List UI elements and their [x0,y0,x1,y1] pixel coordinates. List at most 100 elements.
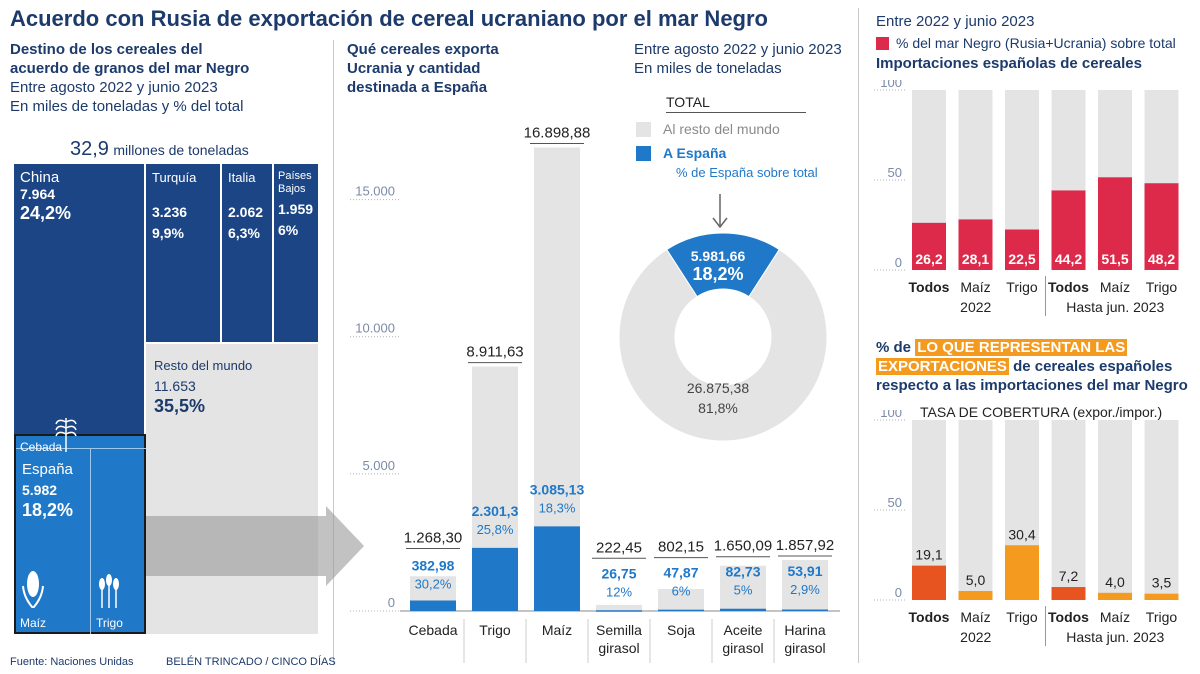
total-value-label: 1.650,09 [714,538,772,555]
spain-pct-label: 5% [734,583,753,598]
wheat-icon [55,418,77,452]
y-tick-label: 50 [888,495,902,510]
category-label: Harina [784,622,825,638]
group-label: 2022 [960,629,991,645]
category-label: Soja [667,622,695,638]
coverage-heading: % de LO QUE REPRESENTAN LAS EXPORTACIONE… [876,339,1188,394]
category-label: Trigo [1146,609,1178,625]
y-tick-label: 100 [880,410,902,420]
bar-total [720,565,766,611]
bar-value [1144,593,1179,600]
bar-total [596,604,642,611]
bar-background [1051,420,1086,600]
maiz-label: Maíz [20,616,47,630]
coverage-bar-chart: 0 50 100 19,1 Todos 5,0 Maíz 30,4 Trigo 7,2 Todos 4… [874,410,1179,646]
bar-total [658,588,704,611]
bar-spain [410,600,456,611]
page-title: Acuerdo con Rusia de exportación de cere… [10,6,768,31]
imports-bar-chart: 0 50 100 26,2 Todos 28,1 Maíz 22,5 Trigo 44,2 Todo… [874,80,1179,316]
spain-pct-label: 30,2% [415,576,452,591]
y-tick-label: 15.000 [355,184,395,199]
bar-value [912,565,946,600]
total-value-label: 222,45 [596,539,642,556]
bar-background [1144,420,1179,600]
bar-value [1098,592,1132,600]
spain-pct-label: 2,9% [790,582,820,597]
treemap-cell-china: China 7.964 24,2% [14,164,144,434]
wheat-icon [99,574,119,608]
trigo-label: Trigo [96,616,123,630]
separator [333,40,334,665]
category-label: girasol [598,640,639,656]
bar-value [1005,229,1039,270]
imports-legend: % del mar Negro (Rusia+Ucrania) sobre to… [876,35,1196,51]
category-label: Trigo [1146,279,1178,295]
category-label: Todos [1048,609,1089,625]
treemap-cell-resto: Resto del mundo 11.653 35,5% [146,344,318,634]
donut-heading: Entre agosto 2022 y junio 2023 En miles … [634,41,842,77]
spain-pct-label: 12% [606,584,632,599]
category-label: Semilla [596,622,642,638]
treemap-heading: Destino de los cereales del acuerdo de g… [10,41,250,115]
spain-pct-label: 25,8% [477,522,514,537]
footer-source: Fuente: Naciones Unidas [10,656,134,668]
bar-spain [596,610,642,612]
bar-spain [658,609,704,612]
footer-credit: BELÉN TRINCADO / CINCO DÍAS [166,656,336,668]
spain-value-label: 47,87 [663,565,698,581]
bar-value [1144,183,1179,270]
bar-total [782,560,828,611]
category-label: Maíz [542,622,572,638]
category-label: Maíz [960,279,990,295]
spain-value-label: 3.085,13 [530,481,585,497]
category-label: Aceite [724,622,763,638]
y-tick-label: 0 [895,585,902,600]
category-label: girasol [722,640,763,656]
bar-value-label: 5,0 [966,572,986,588]
category-label: girasol [784,640,825,656]
corn-icon [22,571,44,608]
total-unit: millones de toneladas [113,142,249,158]
spain-value-label: 382,98 [412,557,455,573]
coverage-subtitle: TASA DE COBERTURA (expor./impor.) [920,404,1163,420]
category-label: Todos [909,279,950,295]
donut-legend: TOTAL Al resto del mundo A España % de E… [636,94,851,180]
bar-value-label: 44,2 [1055,251,1082,267]
bar-value-label: 22,5 [1008,251,1035,267]
y-tick-label: 50 [888,165,902,180]
y-tick-label: 0 [895,255,902,270]
total-value-label: 1.268,30 [404,529,462,546]
treemap-cell-italia: Italia 2.062 6,3% [222,164,272,342]
total-value: 32,9 [70,138,109,160]
bar-spain [782,609,828,612]
category-label: Trigo [1006,609,1038,625]
group-label: Hasta jun. 2023 [1066,299,1164,315]
donut-rest-value: 26.875,38 [686,380,750,396]
total-value-label: 1.857,92 [776,537,834,554]
bar-value-label: 19,1 [915,547,942,563]
bar-value [958,591,993,600]
spain-value-label: 2.301,3 [472,503,519,519]
donut-rest-pct: 81,8% [698,400,738,416]
bar-value-label: 3,5 [1152,575,1172,591]
y-tick-label: 5.000 [362,458,395,473]
imports-heading: Entre 2022 y junio 2023 % del mar Negro … [876,12,1196,73]
cebada-divider [16,448,144,449]
arrow-icon [146,506,364,586]
group-label: Hasta jun. 2023 [1066,629,1164,645]
category-label: Cebada [408,622,457,638]
bar-value [1098,177,1132,270]
bar-value-label: 7,2 [1059,568,1079,584]
bar-spain [720,608,766,611]
y-tick-label: 0 [388,595,395,610]
bar-value-label: 26,2 [915,251,942,267]
spain-value-label: 82,73 [725,564,760,580]
export-bar-chart: 0 5.000 10.000 15.000 1.268,30 382,98 30,2% Ceb… [350,124,840,663]
legend-title: TOTAL [666,94,806,113]
donut-spain-pct: 18,2% [692,264,744,284]
spain-pct-label: 18,3% [539,500,576,515]
bar-spain [534,526,580,611]
bar-chart-heading: Qué cereales exporta Ucrania y cantidad … [347,41,499,96]
category-label: Maíz [960,609,990,625]
donut-spain-value: 5.981,66 [690,248,746,264]
